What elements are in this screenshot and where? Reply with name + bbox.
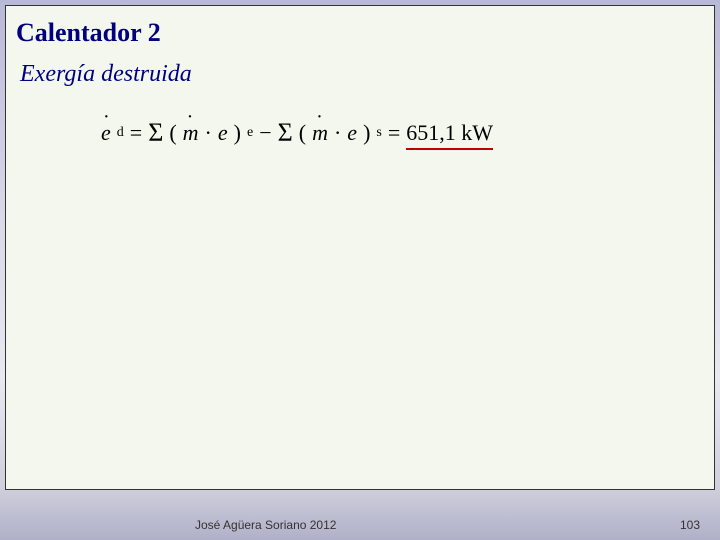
paren-open-2: ( [299,120,306,146]
result-text: 651,1 kW [406,120,493,145]
sub-s: s [376,125,381,141]
result-underline [406,148,493,150]
slide-title: Calentador 2 [6,6,714,56]
footer: José Agüera Soriano 2012 103 [0,518,720,532]
equals-2: = [388,120,400,146]
footer-author: José Agüera Soriano 2012 [195,518,336,532]
slide-content-box: Calentador 2 Exergía destruida ed = Σ(m … [5,5,715,490]
var-mdot-1: m [183,120,199,146]
equation-line: ed = Σ(m · e)e − Σ(m · e)s = 651,1 kW [101,118,704,148]
sigma-2: Σ [278,118,293,148]
paren-close-1: ) [234,120,241,146]
sigma-1: Σ [148,118,163,148]
page-number: 103 [680,518,700,532]
paren-open-1: ( [169,120,176,146]
paren-close-2: ) [363,120,370,146]
var-mdot-2: m [312,120,328,146]
equals-1: = [130,120,142,146]
slide-subtitle: Exergía destruida [6,56,714,98]
cdot-2: · [334,120,341,146]
cdot-1: · [205,120,212,146]
var-edot: e [101,120,111,146]
var-e-1: e [218,120,228,146]
sub-e: e [247,125,253,141]
sub-d: d [117,125,124,141]
minus-sign: − [259,120,271,146]
result-value: 651,1 kW [406,120,493,146]
equation-area: ed = Σ(m · e)e − Σ(m · e)s = 651,1 kW [6,98,714,158]
var-e-2: e [347,120,357,146]
